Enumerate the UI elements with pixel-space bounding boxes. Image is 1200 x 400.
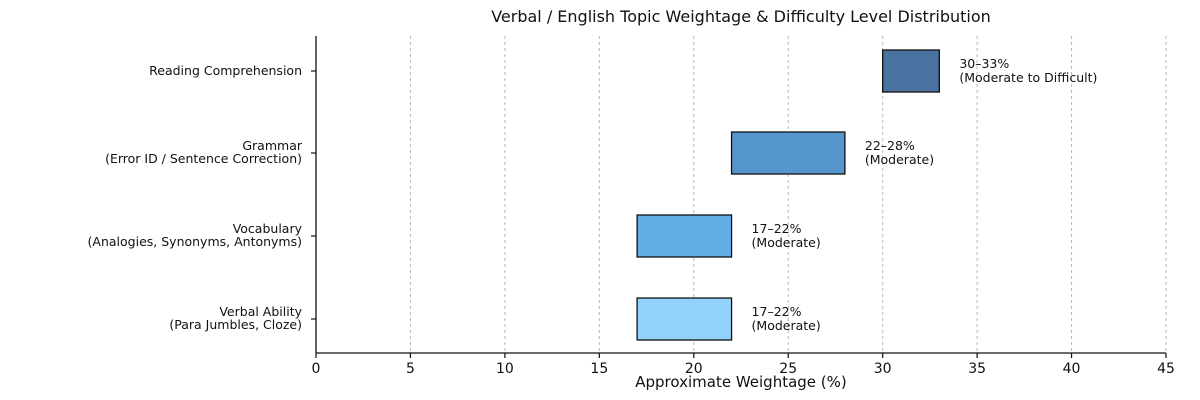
x-tick-label: 10 [496, 361, 514, 377]
x-tick-label: 5 [406, 361, 415, 377]
axes: 0 5 10 15 20 25 30 35 40 45 [311, 36, 1175, 377]
range-annotation-difficulty: (Moderate) [865, 152, 934, 167]
category-label-name: Vocabulary [233, 221, 303, 236]
range-annotation: 30–33% (Moderate to Difficult) [959, 56, 1097, 85]
x-tick-label: 40 [1063, 361, 1081, 377]
range-bar [636, 214, 733, 258]
category-label-detail: (Para Jumbles, Cloze) [169, 317, 302, 332]
chart-title: Verbal / English Topic Weightage & Diffi… [491, 7, 991, 26]
category-label-name: Grammar [242, 138, 302, 153]
x-tick-label: 30 [874, 361, 892, 377]
category-label: Reading Comprehension [149, 63, 302, 78]
x-tick-label: 45 [1157, 361, 1175, 377]
range-annotation: 17–22% (Moderate) [752, 221, 821, 250]
range-annotation-value: 22–28% [865, 138, 915, 153]
category-label: Verbal Ability (Para Jumbles, Cloze) [169, 304, 302, 332]
category-label-name: Verbal Ability [219, 304, 302, 319]
range-annotation-value: 30–33% [959, 56, 1009, 71]
range-annotation-value: 17–22% [752, 304, 802, 319]
labels: 30–33% (Moderate to Difficult)22–28% (Mode… [88, 56, 1098, 333]
bars [636, 49, 940, 341]
range-annotation-value: 17–22% [752, 221, 802, 236]
x-tick-label: 15 [590, 361, 608, 377]
range-annotation-difficulty: (Moderate) [752, 235, 821, 250]
x-tick-label: 20 [685, 361, 703, 377]
x-tick-label: 35 [968, 361, 986, 377]
range-annotation: 22–28% (Moderate) [865, 138, 934, 167]
category-label-detail: (Error ID / Sentence Correction) [105, 151, 302, 166]
range-annotation-difficulty: (Moderate) [752, 318, 821, 333]
x-tick-label: 0 [312, 361, 321, 377]
range-bar [882, 49, 940, 93]
category-label-name: Reading Comprehension [149, 63, 302, 78]
range-bar [730, 131, 846, 175]
range-annotation-difficulty: (Moderate to Difficult) [959, 70, 1097, 85]
range-bar [636, 297, 733, 341]
x-tick-label: 25 [779, 361, 797, 377]
category-label-detail: (Analogies, Synonyms, Antonyms) [88, 234, 302, 249]
x-axis-label: Approximate Weightage (%) [635, 373, 847, 391]
category-label: Vocabulary (Analogies, Synonyms, Antonyms… [88, 221, 303, 249]
category-label: Grammar (Error ID / Sentence Correction) [105, 138, 303, 166]
range-annotation: 17–22% (Moderate) [752, 304, 821, 333]
